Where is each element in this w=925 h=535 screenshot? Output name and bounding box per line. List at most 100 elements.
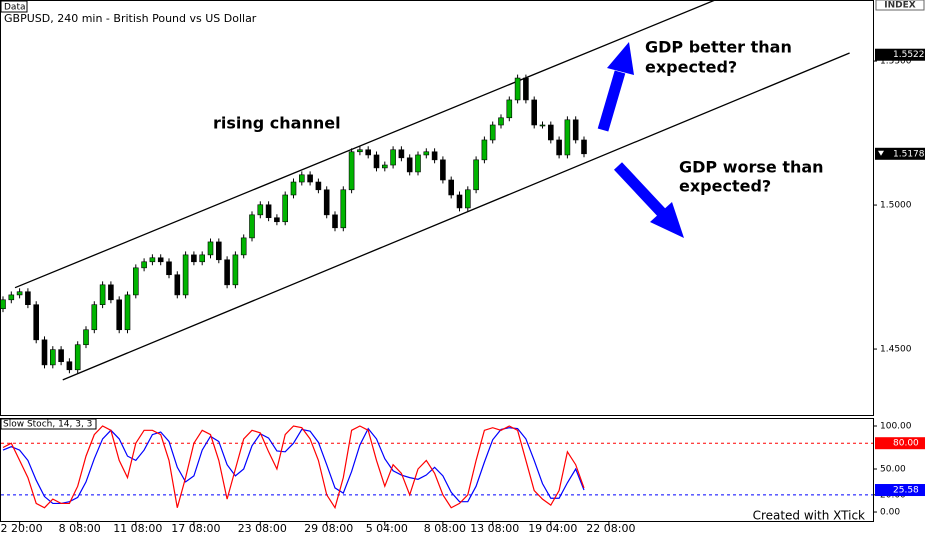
stoch-panel	[0, 418, 874, 522]
x-tick-label: 5 04:00	[366, 522, 408, 535]
candle-body	[116, 299, 122, 331]
candle-body	[74, 344, 81, 371]
candle-body	[523, 77, 529, 101]
candle-body	[33, 304, 40, 341]
candle-body	[8, 294, 15, 301]
candle-body	[149, 257, 156, 263]
price-marker-label: 1.5522	[893, 50, 925, 60]
annotation: expected?	[645, 58, 737, 77]
candle-body	[489, 124, 496, 141]
x-tick-label: 2 20:00	[0, 522, 42, 535]
candle-body	[307, 174, 313, 183]
channel-line	[62, 52, 850, 381]
candle-body	[257, 204, 264, 216]
x-tick-label: 13 08:00	[470, 522, 519, 535]
x-tick-label: 17 08:00	[171, 522, 220, 535]
candle-body	[133, 267, 139, 296]
candle-body	[348, 151, 355, 191]
y-tick-label: 0.00	[880, 508, 900, 518]
x-tick-label: 8 08:00	[59, 522, 101, 535]
x-tick-label: 29 08:00	[304, 522, 353, 535]
candle-body	[539, 124, 546, 127]
candle-body	[315, 181, 322, 191]
candle-body	[298, 174, 305, 183]
candle-body	[249, 214, 255, 239]
x-tick-label: 22 08:00	[586, 522, 635, 535]
candle-body	[340, 189, 347, 229]
candle-body	[25, 291, 31, 305]
candle-body	[41, 339, 48, 366]
candle-body	[547, 124, 554, 141]
candle-body	[456, 194, 463, 209]
x-tick-label: 11 08:00	[113, 522, 162, 535]
chart-title: GBPUSD, 240 min - British Pound vs US Do…	[4, 12, 257, 25]
annotation: rising channel	[213, 114, 341, 133]
candle-body	[282, 194, 289, 223]
candle-body	[381, 164, 388, 169]
candle-body	[440, 159, 446, 181]
candle-body	[423, 151, 430, 156]
candle-body	[357, 149, 363, 153]
candle-body	[191, 254, 197, 263]
data-tag-box	[0, 0, 28, 13]
candle-body	[406, 157, 413, 173]
last-price-label: 1.5178	[893, 149, 925, 159]
last-value-box	[875, 484, 925, 497]
candle-body	[58, 349, 64, 363]
candle-body	[99, 284, 106, 305]
candle-body	[141, 261, 147, 269]
candle-body	[157, 257, 164, 263]
y-tick-label: 100.00	[880, 422, 912, 432]
index-tag: INDEX	[884, 1, 915, 11]
x-tick-label: 23 08:00	[238, 522, 287, 535]
candle-body	[199, 254, 205, 263]
y-tick-label: 1.5500	[880, 57, 912, 67]
arrow-shaft	[597, 70, 626, 132]
candle-body	[108, 284, 114, 301]
level-box	[875, 437, 925, 450]
last-price-arrow	[878, 150, 884, 156]
y-tick-label: 1.4500	[880, 345, 912, 355]
candle-body	[514, 77, 521, 101]
candle-body	[216, 241, 222, 261]
candle-body	[174, 274, 181, 296]
candle-body	[415, 154, 421, 173]
y-tick-label: 1.5000	[880, 201, 912, 211]
candle-body	[265, 204, 272, 219]
stoch-title: Slow Stoch, 14, 3, 3	[3, 420, 92, 430]
index-tag-box	[875, 0, 925, 11]
candle-body	[232, 254, 239, 286]
candle-body	[390, 149, 396, 166]
candle-body	[0, 299, 6, 310]
level-label: 80.00	[893, 439, 919, 449]
candle-body	[166, 261, 172, 276]
x-tick-label: 19 04:00	[528, 522, 577, 535]
candle-body	[398, 149, 405, 159]
last-value-label: 25.58	[893, 486, 919, 496]
candle-body	[556, 139, 562, 156]
candle-body	[564, 119, 571, 156]
arrow-shaft	[613, 162, 667, 217]
arrow-head	[607, 42, 634, 75]
candle-body	[290, 181, 297, 196]
footer: Created with XTick	[753, 509, 865, 523]
candle-body	[572, 119, 579, 141]
annotation: GDP better than	[645, 38, 792, 57]
candle-body	[224, 259, 230, 286]
annotation: GDP worse than	[679, 158, 824, 177]
candle-body	[83, 329, 89, 346]
candle-body	[365, 149, 372, 156]
candle-body	[506, 99, 513, 119]
candle-body	[498, 117, 504, 126]
candle-body	[323, 189, 330, 216]
candle-body	[66, 361, 73, 371]
candle-body	[581, 139, 587, 155]
x-tick-label: 8 08:00	[424, 522, 466, 535]
candle-body	[124, 294, 131, 331]
y-tick-label: 50.00	[880, 465, 906, 475]
candle-body	[431, 151, 438, 161]
candle-body	[91, 304, 98, 331]
candle-body	[49, 349, 56, 366]
candle-body	[16, 291, 23, 296]
